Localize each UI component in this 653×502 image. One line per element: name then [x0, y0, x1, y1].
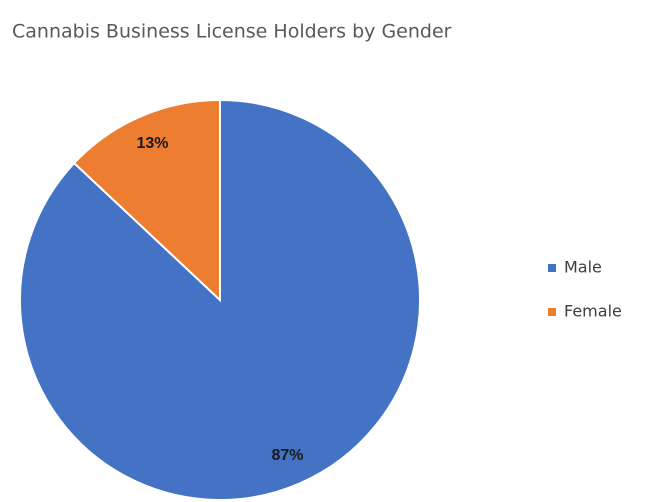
pie-slice — [72, 98, 221, 303]
data-label: 87% — [271, 447, 303, 464]
legend-swatch — [548, 308, 556, 316]
legend-swatch — [548, 264, 556, 272]
legend-label: Male — [564, 258, 602, 277]
legend-label: Female — [564, 302, 622, 321]
data-label: 13% — [136, 135, 168, 152]
chart-title: Cannabis Business License Holders by Gen… — [12, 21, 452, 43]
pie-slice — [19, 98, 421, 501]
